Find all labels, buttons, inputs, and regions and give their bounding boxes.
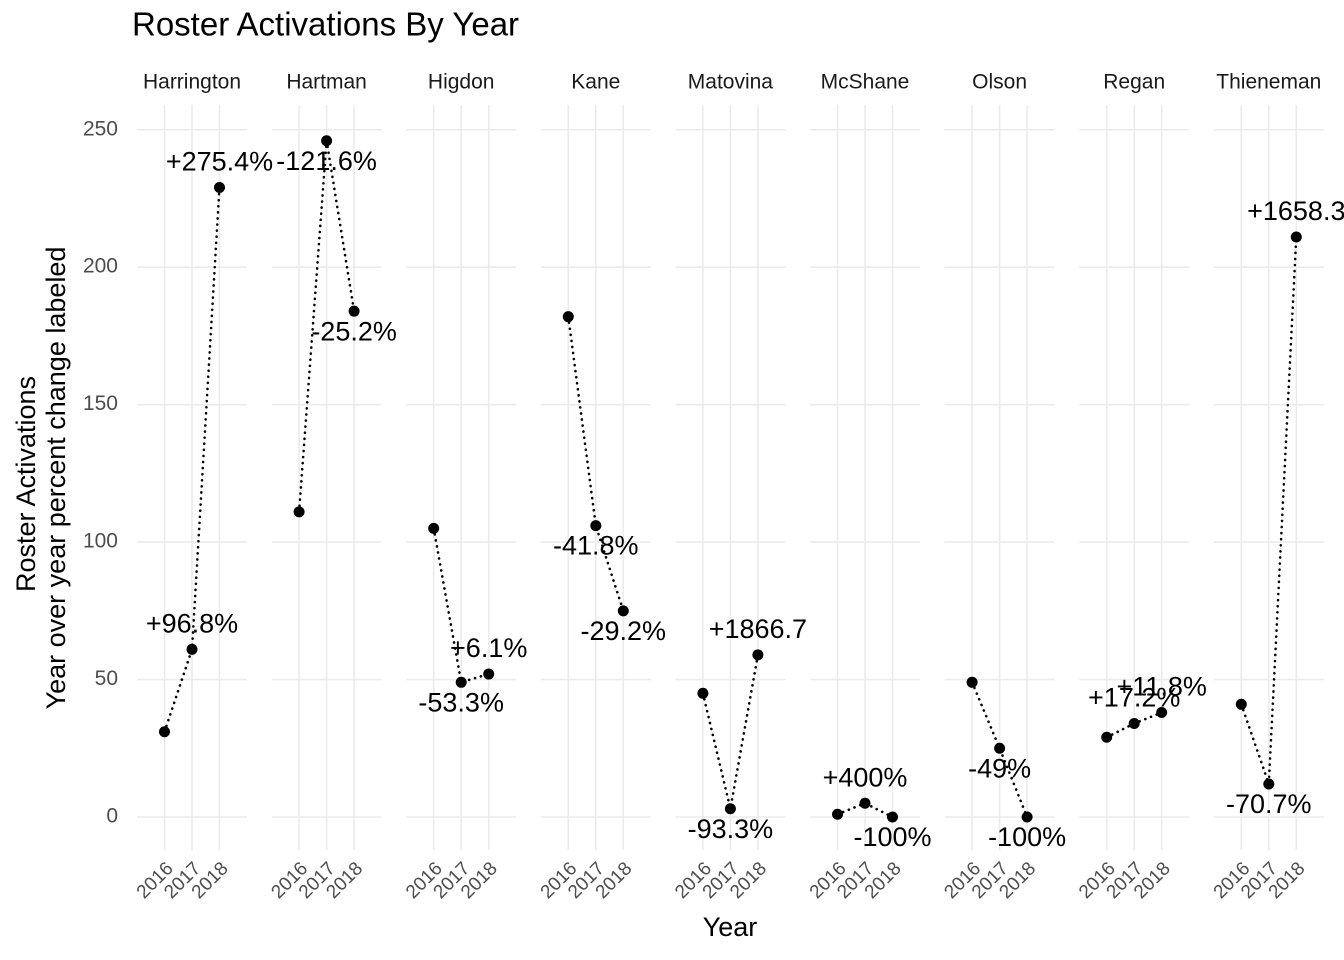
facet-label: McShane [821, 71, 910, 94]
data-label: -70.7% [1226, 789, 1312, 819]
point [1290, 231, 1302, 243]
data-label: -25.2% [311, 316, 397, 346]
data-label: -93.3% [688, 814, 774, 844]
data-label: -41.8% [553, 531, 639, 561]
y-axis-subtitle: Year over year percent change labeled [41, 247, 71, 710]
line [970, 681, 1029, 819]
point [887, 811, 898, 823]
point [697, 687, 709, 699]
point [562, 311, 574, 323]
facet-label: Harrington [143, 71, 241, 94]
data-label: +1866.7 [709, 614, 807, 644]
data-label: -100% [988, 822, 1066, 852]
data-label: +1658.3 [1247, 196, 1344, 226]
data-label: +275.4% [166, 147, 273, 177]
point [617, 605, 629, 617]
point [1235, 698, 1247, 710]
point [1156, 707, 1168, 719]
data-label: +400% [823, 762, 908, 792]
point [1128, 718, 1140, 730]
facet-label: Regan [1103, 71, 1165, 94]
point [483, 668, 495, 680]
point [214, 181, 225, 193]
data-label: -29.2% [581, 616, 667, 646]
facet-label: Matovina [688, 71, 774, 94]
data-label: +17.2% [1088, 683, 1180, 713]
y-axis-title: Roster Activations [11, 376, 41, 592]
data-label: -100% [853, 822, 931, 852]
point [293, 506, 305, 518]
chart-title: Roster Activations By Year [132, 6, 519, 43]
point [1021, 811, 1033, 823]
y-tick-label: 50 [95, 667, 118, 690]
data-label: +96.8% [146, 608, 238, 638]
point [966, 676, 978, 688]
y-tick-label: 0 [106, 805, 118, 828]
y-tick-label: 200 [83, 255, 118, 278]
data-label: +6.1% [450, 633, 527, 663]
y-tick-label: 150 [83, 392, 118, 415]
point [590, 520, 602, 532]
facet-label: Thieneman [1216, 71, 1321, 94]
point [859, 797, 871, 809]
point [321, 135, 333, 147]
facet-label: Higdon [428, 71, 495, 94]
data-label: -49% [968, 753, 1031, 783]
point [994, 742, 1006, 754]
point [348, 305, 360, 317]
point [1263, 778, 1275, 790]
point [186, 643, 198, 655]
facet-label: Olson [972, 71, 1027, 94]
point [724, 803, 736, 815]
facet-label: Hartman [286, 71, 367, 94]
y-tick-label: 250 [83, 117, 118, 140]
point [455, 676, 467, 688]
point [428, 522, 440, 534]
y-tick-label: 100 [83, 530, 118, 553]
facet-label: Kane [571, 71, 620, 94]
point [159, 726, 170, 738]
data-label: -53.3% [418, 687, 504, 717]
data-label: +11.8% [1117, 672, 1207, 702]
point [1101, 731, 1113, 743]
point [752, 649, 764, 661]
x-axis-title: Year [703, 912, 758, 942]
line [163, 186, 221, 734]
point [832, 808, 843, 820]
data-label: -121.6% [276, 146, 377, 176]
